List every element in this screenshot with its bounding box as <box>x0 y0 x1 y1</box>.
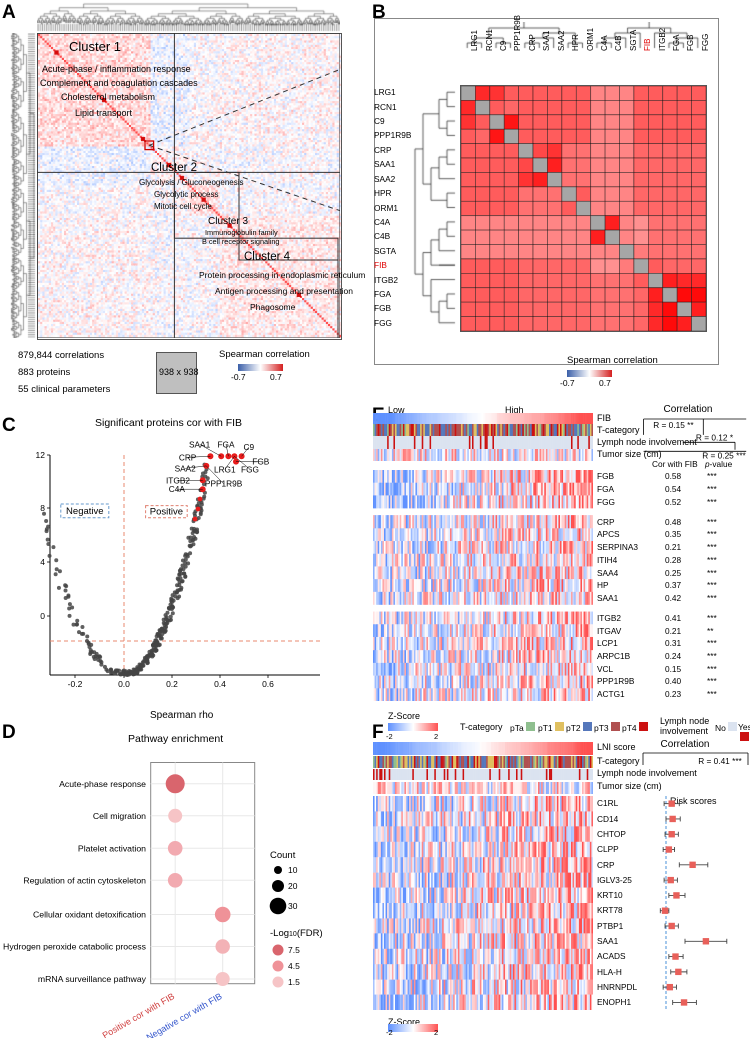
svg-text:0.4: 0.4 <box>214 679 226 689</box>
svg-text:-0.2: -0.2 <box>68 679 83 689</box>
svg-text:Cell migration: Cell migration <box>93 811 146 821</box>
svg-text:FGA: FGA <box>217 439 235 449</box>
svg-text:CRP: CRP <box>179 452 197 462</box>
svg-text:4.5: 4.5 <box>288 961 300 971</box>
svg-text:Acute-phase response: Acute-phase response <box>59 779 146 789</box>
svg-text:R = 0.15 **: R = 0.15 ** <box>653 420 694 430</box>
svg-text:0: 0 <box>40 611 45 621</box>
svg-text:7.5: 7.5 <box>288 945 300 955</box>
svg-text:C9: C9 <box>243 442 254 452</box>
svg-text:Regulation of actin cytoskelet: Regulation of actin cytoskeleton <box>23 875 146 885</box>
svg-text:Correlation: Correlation <box>661 739 710 750</box>
svg-text:R = 0.41 ***: R = 0.41 *** <box>698 756 742 766</box>
svg-text:R = 0.12 *: R = 0.12 * <box>696 432 734 442</box>
svg-text:0.2: 0.2 <box>166 679 178 689</box>
svg-text:12: 12 <box>36 450 46 460</box>
svg-text:SAA1: SAA1 <box>189 439 211 449</box>
svg-text:mRNA surveillance pathway: mRNA surveillance pathway <box>38 974 147 984</box>
svg-text:Platelet activation: Platelet activation <box>78 843 146 853</box>
svg-text:C4A: C4A <box>169 484 186 494</box>
svg-text:Correlation: Correlation <box>664 404 713 415</box>
svg-text:Hydrogen peroxide catabolic pr: Hydrogen peroxide catabolic process <box>3 942 147 952</box>
svg-text:Cellular oxidant detoxificatio: Cellular oxidant detoxification <box>33 910 146 920</box>
svg-text:FGG: FGG <box>241 464 259 474</box>
svg-text:SAA2: SAA2 <box>175 463 197 473</box>
svg-text:4: 4 <box>40 557 45 567</box>
svg-text:0.0: 0.0 <box>118 679 130 689</box>
svg-text:PPP1R9B: PPP1R9B <box>205 479 243 489</box>
svg-text:Negative: Negative <box>66 506 104 517</box>
svg-text:1.5: 1.5 <box>288 977 300 987</box>
svg-text:Positive: Positive <box>150 507 183 518</box>
svg-text:Negative cor with FIB: Negative cor with FIB <box>145 991 224 1038</box>
svg-text:30: 30 <box>288 901 298 911</box>
svg-text:LRG1: LRG1 <box>214 464 236 474</box>
svg-text:0.6: 0.6 <box>262 679 274 689</box>
svg-text:20: 20 <box>288 881 298 891</box>
svg-text:8: 8 <box>40 503 45 513</box>
svg-text:10: 10 <box>288 865 298 875</box>
